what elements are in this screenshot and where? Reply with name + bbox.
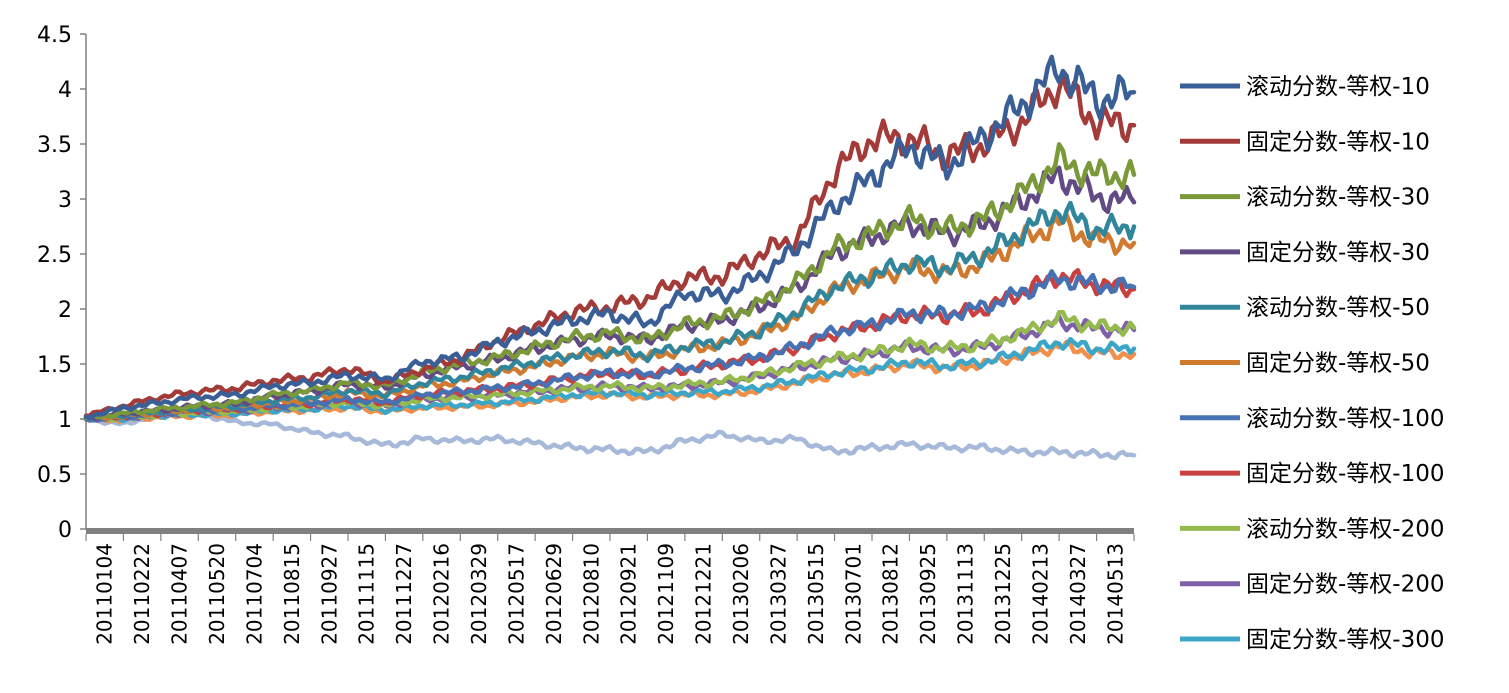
x-tick-label: 20120216 xyxy=(430,543,454,645)
series-line xyxy=(83,142,1137,421)
x-tick-label: 20110222 xyxy=(130,543,154,645)
x-tick-label: 20110927 xyxy=(317,543,341,645)
y-tick-label: 0.5 xyxy=(37,463,72,488)
x-tick-label: 20131113 xyxy=(954,543,978,645)
y-tick-label: 0 xyxy=(58,518,72,543)
y-tick-label: 4 xyxy=(58,78,72,103)
x-tick-label: 20111227 xyxy=(392,543,416,645)
x-tick-label: 20121221 xyxy=(692,543,716,645)
y-tick-label: 1 xyxy=(58,408,72,433)
legend-label: 固定分数-等权-10 xyxy=(1246,129,1430,155)
legend-label: 固定分数-等权-100 xyxy=(1246,461,1445,487)
legend: 滚动分数-等权-10 固定分数-等权-10 滚动分数-等权-30 固定分数-等权-30… xyxy=(1180,74,1445,653)
legend-label: 滚动分数-等权-10 xyxy=(1246,74,1430,100)
legend-label: 滚动分数-等权-50 xyxy=(1246,295,1430,321)
x-tick-label: 20131225 xyxy=(991,543,1015,645)
legend-label: 滚动分数-等权-100 xyxy=(1246,406,1445,432)
x-tick-label: 20120629 xyxy=(542,543,566,645)
legend-label: 固定分数-等权-300 xyxy=(1246,627,1445,653)
legend-label: 固定分数-等权-30 xyxy=(1246,240,1430,266)
x-tick-label: 20130701 xyxy=(841,543,865,645)
y-tick-label: 3.5 xyxy=(37,133,72,158)
x-tick-label: 20110407 xyxy=(168,543,192,645)
x-tick-label: 20130925 xyxy=(916,543,940,645)
x-tick-label: 20130206 xyxy=(729,543,753,645)
series-line xyxy=(83,200,1137,421)
x-tick-label: 20120329 xyxy=(467,543,491,645)
series-line xyxy=(83,165,1137,422)
x-tick-label: 20120517 xyxy=(504,543,528,645)
x-tick-label: 20130327 xyxy=(766,543,790,645)
legend-label: 固定分数-等权-200 xyxy=(1246,572,1445,598)
y-tick-label: 4.5 xyxy=(37,23,72,48)
x-tick-label: 20110815 xyxy=(280,543,304,645)
y-tick-label: 2 xyxy=(58,298,72,323)
x-tick-label: 20140213 xyxy=(1028,543,1052,645)
x-tick-label: 20110104 xyxy=(93,543,117,645)
x-axis-line xyxy=(86,528,1134,534)
series-line xyxy=(83,408,1137,461)
series-line xyxy=(83,54,1137,421)
legend-label: 固定分数-等权-50 xyxy=(1246,351,1430,377)
x-tick-label: 20120921 xyxy=(617,543,641,645)
series-line xyxy=(83,309,1137,423)
y-tick-label: 1.5 xyxy=(37,353,72,378)
x-tick-label: 20130515 xyxy=(804,543,828,645)
x-tick-label: 20140513 xyxy=(1103,543,1127,645)
y-tick-label: 3 xyxy=(58,188,72,213)
x-tick-label: 20121109 xyxy=(654,543,678,645)
x-tick-label: 20110704 xyxy=(242,543,266,645)
legend-label: 滚动分数-等权-30 xyxy=(1246,185,1430,211)
series-line xyxy=(83,212,1137,421)
legend-label: 滚动分数-等权-200 xyxy=(1246,516,1445,542)
x-tick-label: 20140327 xyxy=(1066,543,1090,645)
x-axis: 20110104 20110222 20110407 20110520 20110704… xyxy=(85,528,1135,645)
x-tick-label: 20130812 xyxy=(879,543,903,645)
series-layer xyxy=(83,54,1137,461)
y-axis: 0 0.5 1 1.5 2 2.5 3 3.5 4 4.5 xyxy=(37,23,87,543)
x-tick-label: 20120810 xyxy=(579,543,603,645)
x-tick-label: 20110520 xyxy=(205,543,229,645)
x-tick-label: 20111115 xyxy=(355,543,379,645)
y-tick-label: 2.5 xyxy=(37,243,72,268)
